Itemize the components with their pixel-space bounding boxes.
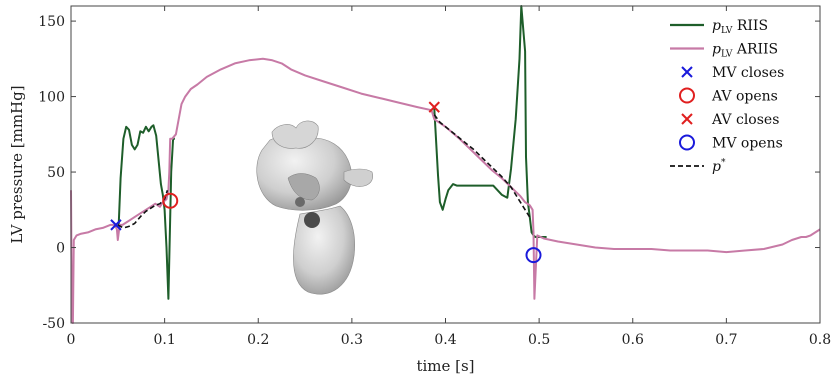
y-tick-label: -50 [42, 316, 65, 332]
legend: pLV RIIS pLV ARIIS MV closes AV opens AV clo… [670, 18, 784, 175]
legend-label: AV opens [711, 89, 778, 105]
event-marker-x [110, 219, 122, 231]
legend-entry: pLV ARIIS [670, 42, 778, 60]
legend-entry: p* [670, 158, 726, 175]
legend-entry: AV opens [679, 87, 778, 105]
y-tick-label: 50 [47, 165, 65, 181]
legend-entry: MV closes [681, 65, 784, 81]
plot-frame [70, 5, 821, 324]
legend-marker-circle [679, 87, 695, 104]
event-markers [110, 101, 542, 264]
legend-label: MV opens [712, 136, 783, 152]
series-line [117, 189, 169, 229]
series-line [70, 57, 821, 324]
x-axis-label: time [s] [416, 357, 474, 375]
x-tick-label: 0.5 [528, 332, 550, 348]
event-marker-x [428, 101, 440, 113]
event-marker-circle [162, 192, 179, 209]
y-tick-label: 150 [38, 14, 65, 30]
legend-label: AV closes [711, 112, 779, 128]
series-3 [117, 114, 531, 229]
y-tick-label: 100 [38, 90, 65, 106]
x-tick-label: 0.7 [715, 332, 737, 348]
series-line [433, 5, 547, 238]
legend-label: MV closes [712, 65, 784, 81]
y-axis-label: LV pressure [mmHg] [8, 85, 26, 243]
y-tick-label: 0 [56, 241, 65, 257]
legend-entry: AV closes [681, 112, 779, 128]
series-layer [70, 5, 821, 324]
series-line [433, 114, 531, 218]
legend-entry: pLV RIIS [670, 18, 768, 36]
legend-marker-x [681, 66, 693, 78]
series-1 [117, 5, 547, 300]
x-tick-label: 0.8 [809, 332, 831, 348]
x-tick-label: 0.6 [622, 332, 644, 348]
series-2 [70, 57, 821, 324]
series-line [117, 124, 175, 300]
x-tick-label: 0 [67, 332, 76, 348]
legend-marker-x [681, 113, 693, 125]
event-marker-circle [525, 247, 542, 264]
x-tick-label: 0.1 [153, 332, 175, 348]
legend-label: pLV ARIIS [712, 42, 778, 60]
legend-marker-circle [679, 134, 695, 151]
legend-label: p* [712, 158, 726, 175]
x-tick-label: 0.4 [434, 332, 456, 348]
legend-entry: MV opens [679, 134, 783, 152]
x-tick-label: 0.3 [341, 332, 363, 348]
x-tick-label: 0.2 [247, 332, 269, 348]
heart-shape [256, 120, 374, 295]
legend-label: pLV RIIS [712, 18, 768, 36]
heart-inset-image [256, 120, 374, 295]
